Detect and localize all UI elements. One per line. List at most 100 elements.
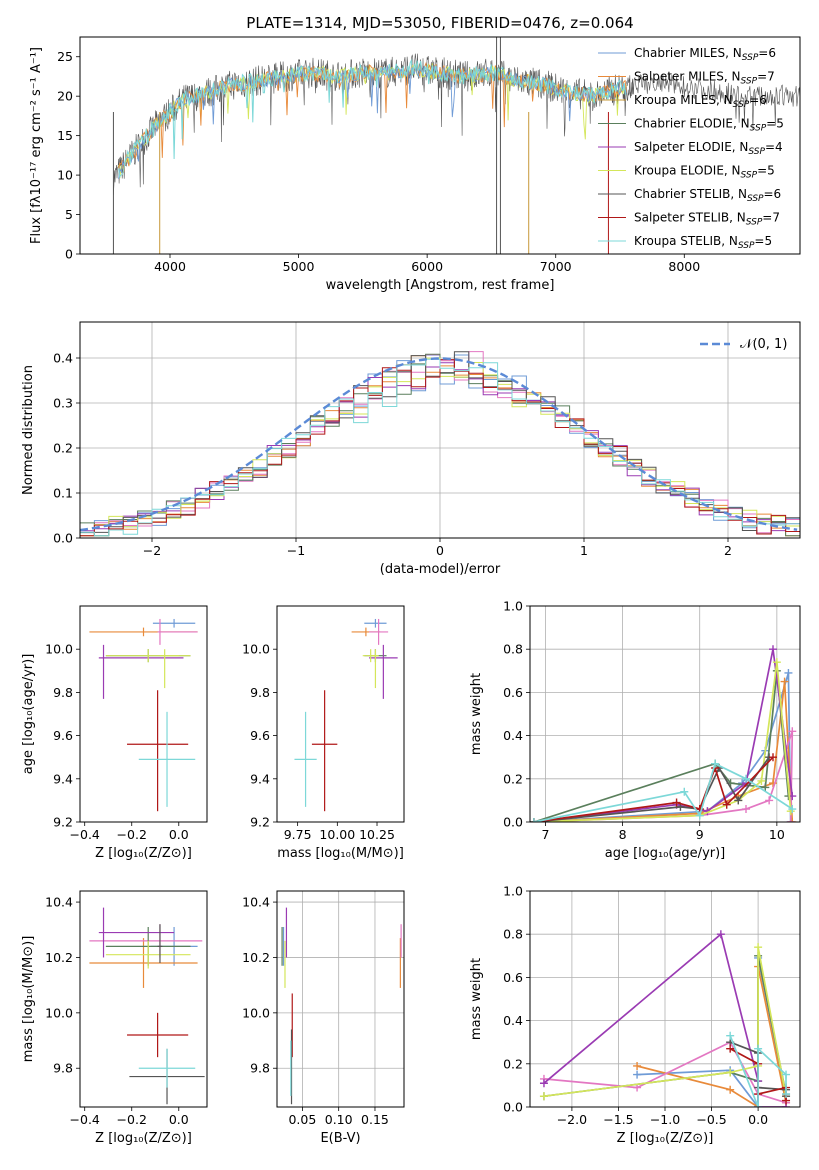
legend-label-sub: SSP — [747, 194, 764, 204]
age_vs_Z-ylabel: age [log₁₀(age/yr)] — [21, 654, 36, 775]
age_vs_Z-xtick-label: −0.4 — [70, 827, 100, 842]
weight_vs_age-axes: 7 8 9 10 0.0 0.2 0.4 0.6 0.8 1.0 age [log₁₀(age/yr… — [469, 599, 801, 861]
weight_vs_age-ytick-label: 1.0 — [503, 599, 523, 614]
legend-label-main: Salpeter MILES, N — [634, 70, 741, 84]
residuals-axes: −2 −1 0 1 2 0.0 0.1 0.2 0.3 0.4 (data-model)/error… — [21, 321, 801, 577]
weight_vs_age-ytick-label: 0.8 — [503, 642, 523, 657]
weight_vs_Z-xlabel: Z [log₁₀(Z/Z⊙)] — [617, 1131, 714, 1146]
weight_vs_Z-axes: −2.0 −1.5 −1.0 −0.5 0.0 0.0 0.2 0.4 0.6 0.8 1.0 Z [… — [469, 884, 801, 1146]
legend-label-value: =6 — [758, 46, 776, 60]
weight_vs_Z-xtick-label: 0.0 — [748, 1112, 768, 1127]
weight_vs_Z-marker — [716, 930, 725, 939]
weight_vs_Z-ytick-label: 0.8 — [503, 927, 523, 942]
age_vs_Z-ytick-label: 9.6 — [53, 728, 73, 743]
residuals-ytick-label: 0.3 — [53, 396, 73, 411]
age_vs_mass-ytick-label: 9.4 — [250, 771, 270, 786]
mass_vs_ebv-ytick-label: 10.0 — [242, 1005, 270, 1020]
weight_vs_age-ytick-label: 0.4 — [503, 728, 523, 743]
spectrum-axes: 4000 5000 6000 7000 8000 0 5 10 15 20 25 wavelength… — [29, 36, 801, 293]
weight_vs_Z-xtick-label: −0.5 — [696, 1112, 726, 1127]
age_vs_Z-point — [159, 649, 179, 689]
weight_vs_age-marker — [742, 805, 750, 814]
age_vs_Z-xlabel: Z [log₁₀(Z/Z⊙)] — [95, 846, 192, 861]
age_vs_mass-plot-area — [294, 618, 398, 812]
age_vs_Z-ytick-label: 9.4 — [53, 771, 73, 786]
residuals-xlabel: (data-model)/error — [380, 562, 501, 577]
age_vs_mass-point — [364, 618, 387, 628]
age_vs_Z-ytick-label: 9.8 — [53, 685, 73, 700]
legend-label-main: Salpeter ELODIE, N — [634, 140, 748, 154]
spectrum-ytick-label: 25 — [57, 49, 73, 64]
spectrum-ytick-label: 15 — [57, 128, 73, 143]
legend-label-sub: SSP — [741, 171, 758, 181]
weight_vs_Z-marker — [539, 1079, 548, 1088]
spectrum-xtick-label: 6000 — [411, 259, 443, 274]
weight_vs_Z-plot-area — [539, 930, 791, 1107]
legend-label-main: Chabrier MILES, N — [634, 46, 742, 60]
mass_vs_ebv-axes: 0.05 0.10 0.15 9.8 10.0 10.2 10.4 E(B-V) — [242, 890, 405, 1146]
age_vs_mass-point — [369, 618, 389, 645]
mass_vs_Z-xtick-label: 0.0 — [169, 1112, 189, 1127]
weight_vs_age-xtick-label: 8 — [619, 827, 627, 842]
residuals-ytick-label: 0.1 — [53, 486, 73, 501]
mass_vs_Z-xtick-label: −0.4 — [70, 1112, 100, 1127]
legend-label: Salpeter ELODIE, NSSP=4 — [634, 140, 783, 157]
age_vs_mass-xtick-label: 9.75 — [284, 827, 312, 842]
spectrum-plot-area — [112, 37, 800, 254]
weight_vs_age-marker — [769, 753, 777, 762]
mass_vs_Z-point — [138, 1048, 196, 1088]
legend-label-value: =5 — [757, 164, 775, 178]
weight_vs_age-marker — [772, 658, 781, 667]
age_vs_Z-frame — [79, 605, 208, 823]
residuals-xtick-label: 1 — [580, 543, 588, 558]
spectrum-xtick-label: 7000 — [540, 259, 572, 274]
legend-label: Kroupa MILES, NSSP=6 — [634, 93, 767, 110]
mass_vs_Z-axes: −0.4 −0.2 0.0 9.8 10.0 10.2 10.4 Z [log₁₀(Z/Z⊙)… — [21, 890, 208, 1146]
weight_vs_age-marker — [680, 787, 689, 796]
legend-label: Kroupa ELODIE, NSSP=5 — [634, 164, 775, 181]
age_vs_Z-point — [98, 644, 184, 699]
weight_vs_age-series-line — [533, 672, 792, 822]
age_vs_Z-ytick-label: 10.0 — [45, 642, 73, 657]
spectrum-xtick-label: 4000 — [154, 259, 186, 274]
age_vs_Z-point — [138, 711, 196, 807]
age_vs_Z-ytick-label: 9.2 — [53, 815, 73, 830]
legend-label-value: =7 — [762, 211, 780, 225]
weight_vs_Z-xtick-label: −1.5 — [603, 1112, 633, 1127]
spectrum-ytick-label: 10 — [57, 168, 73, 183]
mass_vs_ebv-xtick-label: 0.05 — [288, 1112, 316, 1127]
weight_vs_Z-ytick-label: 1.0 — [503, 884, 523, 899]
spectrum-ytick-label: 5 — [65, 207, 73, 222]
mass_vs_Z-ytick-label: 9.8 — [53, 1061, 73, 1076]
mass_vs_Z-point — [98, 907, 175, 958]
spectrum-model-kroupa-stelib — [118, 58, 626, 179]
weight_vs_Z-marker — [782, 1090, 791, 1099]
weight_vs_age-plot-area — [530, 645, 797, 822]
residuals-ytick-label: 0.0 — [53, 531, 73, 546]
weight_vs_age-ylabel: mass weight — [469, 673, 484, 755]
mass_vs_ebv-frame-group: 0.05 0.10 0.15 9.8 10.0 10.2 10.4 E(B-V) — [242, 890, 405, 1146]
legend-label-value: =5 — [766, 117, 784, 131]
age_vs_Z-xtick-label: −0.2 — [117, 827, 147, 842]
spectrum-ylabel: Flux [fλ10⁻¹⁷ erg cm⁻² s⁻¹ A⁻¹] — [29, 47, 44, 244]
age_vs_mass-point — [369, 644, 398, 699]
weight_vs_age-marker — [788, 727, 797, 736]
weight_vs_age-marker — [757, 776, 766, 785]
age_vs_Z-axes: −0.4 −0.2 0.0 9.2 9.4 9.6 9.8 10.0 Z [log₁₀(Z/Z⊙… — [21, 605, 208, 861]
mass_vs_ebv-ytick-label: 10.4 — [242, 895, 270, 910]
residuals-xtick-label: −1 — [287, 543, 305, 558]
spectrum-xtick-label: 5000 — [283, 259, 315, 274]
residuals-ytick-label: 0.2 — [53, 441, 73, 456]
legend-label-sub: SSP — [750, 124, 767, 134]
weight_vs_age-marker — [742, 774, 750, 783]
residual-histogram-kroupa_stelib — [80, 358, 800, 537]
legend-label-main: Kroupa MILES, N — [634, 93, 733, 107]
weight_vs_Z-marker — [633, 1061, 642, 1070]
age_vs_Z-xtick-label: 0.0 — [169, 827, 189, 842]
legend-label-main: Kroupa ELODIE, N — [634, 164, 741, 178]
weight_vs_age-marker — [734, 796, 743, 805]
legend-label-sub: SSP — [742, 53, 759, 63]
weight_vs_age-marker — [788, 805, 797, 814]
mass_vs_Z-point — [127, 1012, 189, 1058]
